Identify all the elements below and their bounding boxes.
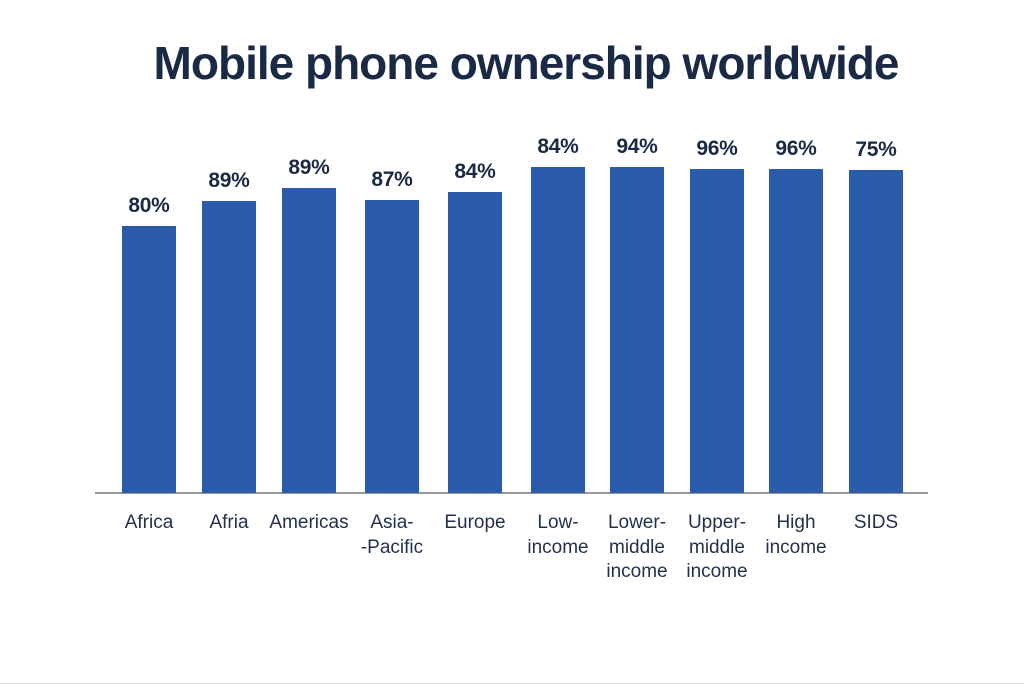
- bar-category-label-line: Upper-: [687, 512, 747, 533]
- bar-category-label: High income: [748, 511, 844, 560]
- bar-value-label: 84%: [537, 135, 579, 158]
- bar-value-label: 96%: [696, 137, 738, 160]
- bar-category-label-line: Lower-: [607, 512, 667, 533]
- bar-category-label: Upper-middle income: [669, 511, 765, 585]
- bar: [365, 200, 419, 493]
- bar-value-label: 84%: [454, 160, 496, 183]
- bar: [531, 167, 585, 493]
- bar-category-label: Afria: [181, 511, 277, 536]
- bar: [202, 201, 256, 493]
- bar: [610, 167, 664, 493]
- bar-category-label-line: Africa: [124, 512, 174, 533]
- bar-value-label: 94%: [616, 135, 658, 158]
- bar-category-label-line: Asia-: [370, 512, 414, 533]
- bar-category-label: Africa: [101, 511, 197, 536]
- bar-value-label: 89%: [288, 156, 330, 179]
- bar-category-label-line: Americas: [269, 512, 349, 533]
- chart-title: Mobile phone ownership worldwide: [153, 37, 900, 89]
- bar-value-label: 87%: [371, 168, 413, 191]
- bar-category-label-line: -Pacific: [360, 536, 424, 558]
- bar-category-label-line: Afria: [209, 512, 249, 533]
- bar-category-label-line: Europe: [444, 512, 506, 533]
- bar: [769, 169, 823, 493]
- x-axis-line: [95, 492, 928, 494]
- bar-category-label-line: High: [776, 512, 816, 533]
- bar-category-label-line: income: [686, 561, 748, 582]
- bar-category-label: Americas: [261, 511, 357, 536]
- bar-category-label: Lower-middle income: [589, 511, 685, 585]
- bar-value-label: 89%: [208, 169, 250, 192]
- bar-category-label-line: income: [606, 561, 668, 582]
- bar-category-label-line: SIDS: [853, 512, 899, 533]
- bar-value-label: 80%: [128, 194, 170, 217]
- bar-category-label-line: middle: [689, 536, 745, 558]
- bar-category-label: Asia- -Pacific: [344, 511, 440, 560]
- bar-category-label: Europe: [427, 511, 523, 536]
- bar-category-label-line: income: [527, 536, 589, 558]
- bar: [282, 188, 336, 493]
- bar-category-label-line: income: [765, 536, 827, 558]
- bar-category-label: Low-income: [510, 511, 606, 560]
- bar-category-label-line: Low-: [537, 512, 579, 533]
- bar-category-label-line: middle: [609, 536, 665, 558]
- bar: [122, 226, 176, 493]
- bar: [849, 170, 903, 493]
- bar-category-label: SIDS: [828, 511, 924, 536]
- bar: [690, 169, 744, 493]
- bar-value-label: 96%: [775, 137, 817, 160]
- bar-value-label: 75%: [855, 138, 897, 161]
- bar: [448, 192, 502, 493]
